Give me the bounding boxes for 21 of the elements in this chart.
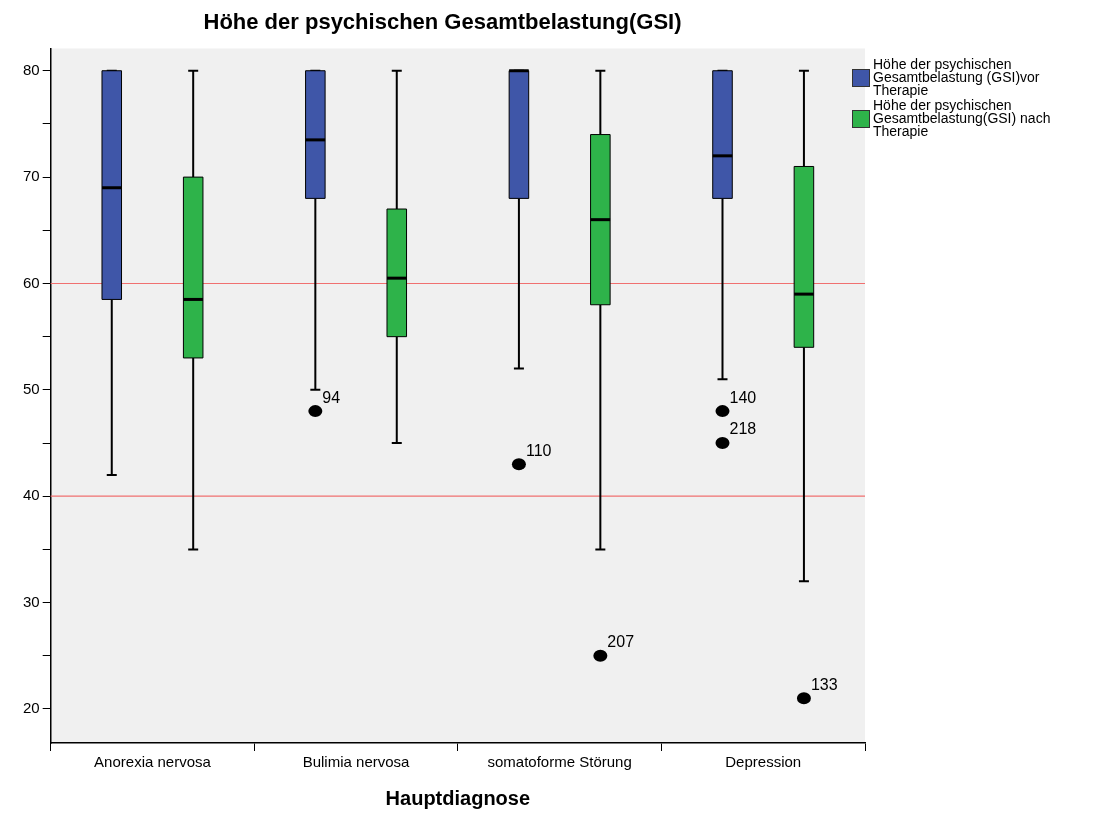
annotation: 110	[525, 441, 552, 459]
legend-label: Höhe der psychischen Gesamtbelastung(GSI) nach Therapie	[873, 97, 1052, 139]
y-tick-label: 80	[23, 60, 40, 78]
chart-title: Höhe der psychischen Gesamtbelastung(GSI)	[203, 9, 682, 35]
x-tick-label: Bulimia nervosa	[302, 753, 411, 771]
y-tick-label: 70	[23, 167, 40, 185]
x-tick-label: Anorexia nervosa	[94, 753, 212, 771]
y-tick-label: 30	[23, 592, 40, 610]
annotation: 140	[729, 388, 757, 406]
y-tick-label: 20	[23, 699, 40, 717]
annotation: 133	[810, 675, 838, 693]
y-tick-label: 60	[23, 273, 40, 291]
annotation: 218	[729, 420, 757, 438]
y-tick-label: 40	[23, 486, 40, 504]
x-tick-label: Depression	[725, 753, 802, 771]
annotation: 94	[322, 388, 341, 406]
annotation: 207	[607, 633, 635, 651]
legend-label: Höhe der psychischen Gesamtbelastung (GSI)vor Therapie	[873, 56, 1041, 98]
x-axis-title: Hauptdiagnose	[385, 786, 531, 809]
x-tick-label: somatoforme Störung	[487, 753, 632, 771]
y-tick-label: 50	[23, 379, 40, 397]
